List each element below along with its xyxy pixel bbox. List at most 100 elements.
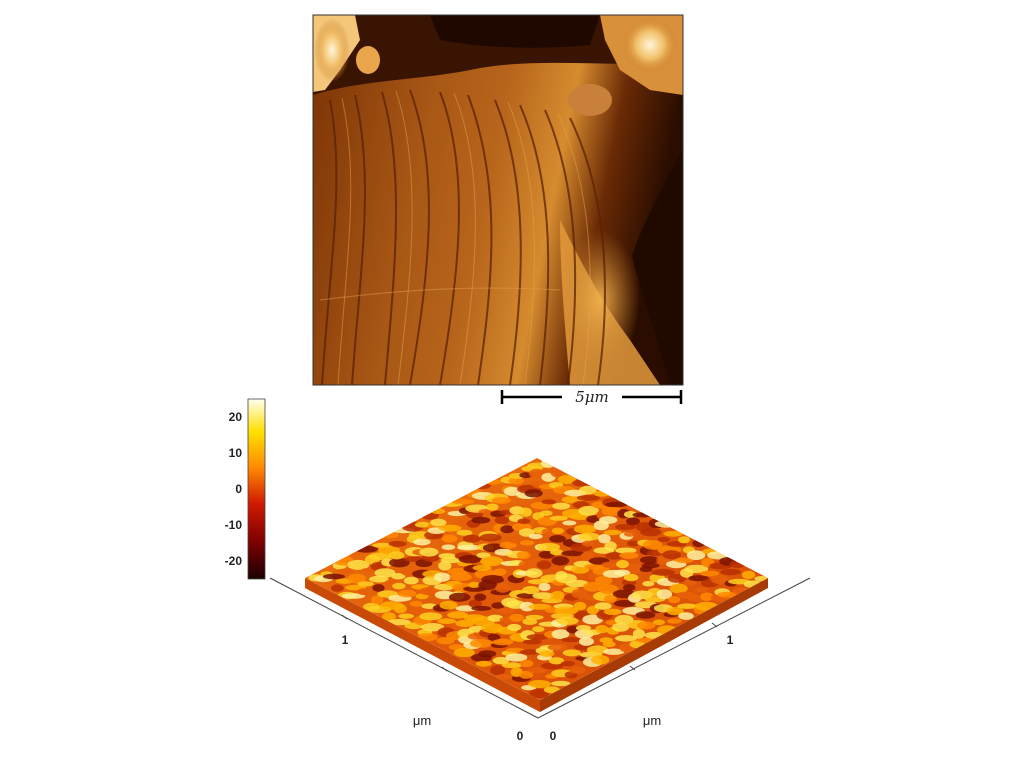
surface-bump <box>503 486 521 496</box>
surface-bump <box>501 662 522 669</box>
surface-bump <box>441 544 456 550</box>
surface-bump <box>456 529 473 536</box>
surface-bump <box>615 547 637 554</box>
surface-bump <box>615 523 636 531</box>
surface-bump <box>640 528 662 537</box>
surface-bump <box>478 650 497 658</box>
surface-bump <box>519 659 534 668</box>
surface-bump <box>605 501 628 508</box>
surface-bump <box>398 613 415 619</box>
surface-bump <box>666 607 684 616</box>
surface-bump <box>575 625 592 631</box>
surface-bump <box>492 638 514 646</box>
surface-bump <box>372 584 385 592</box>
colorbar: 20 10 0 -10 -20 <box>225 398 266 580</box>
surface-bump <box>692 539 706 548</box>
surface-bump <box>397 589 417 598</box>
surface-bump <box>552 502 571 510</box>
surface-bump <box>492 656 510 665</box>
surface-bump <box>551 680 571 687</box>
surface-bump <box>387 619 411 626</box>
surface-bump <box>490 665 506 676</box>
surface-bump <box>627 540 640 547</box>
surface-bump <box>604 594 617 604</box>
surface-bump <box>686 550 706 560</box>
surface-bump <box>462 534 481 543</box>
surface-bump <box>525 568 543 578</box>
surface-bump <box>388 540 407 547</box>
left-axis-tick-0: 0 <box>517 729 524 743</box>
surface-bump <box>430 508 446 514</box>
surface-bump <box>479 533 502 542</box>
surface-bump <box>603 529 622 536</box>
surface-bump <box>526 634 549 640</box>
surface-bump <box>619 552 639 559</box>
surface-bump <box>374 568 396 578</box>
right-axis-tick-1: 1 <box>727 633 734 647</box>
surface-bump <box>615 635 637 642</box>
surface-bump <box>528 468 545 479</box>
surface-bump <box>594 490 610 497</box>
colorbar-tick-label: 0 <box>235 482 242 496</box>
surface-bump <box>594 602 612 610</box>
left-axis-unit: μm <box>413 713 431 728</box>
surface-bump <box>569 666 586 674</box>
surface-bump <box>654 520 679 528</box>
surface-bump <box>455 619 475 628</box>
surface-bump <box>700 570 720 577</box>
surface-bump <box>537 542 560 552</box>
surface-bump <box>627 563 643 574</box>
surface-bump <box>678 536 690 544</box>
surface-bump <box>572 479 596 487</box>
surface-bump <box>656 589 673 600</box>
surface-bump <box>540 510 553 516</box>
surface-bump <box>455 519 469 527</box>
surface-bump <box>471 516 491 524</box>
surface-bump <box>583 581 603 592</box>
surface-bump <box>562 649 581 657</box>
surface-bump <box>632 512 653 518</box>
surface-bump <box>683 579 697 586</box>
surface-bump <box>684 564 709 574</box>
surface-bump <box>547 643 568 651</box>
surface-bump <box>668 596 681 604</box>
surface-bump <box>616 560 629 569</box>
surface-bump <box>586 645 609 655</box>
surface-bump <box>487 633 501 641</box>
surface-bump <box>495 583 511 593</box>
surface-bump <box>581 540 594 547</box>
surface-bump <box>578 637 594 646</box>
surface-bump <box>471 605 492 611</box>
surface-bump <box>717 591 739 598</box>
surface-bump <box>357 581 374 587</box>
surface-bump <box>439 600 458 610</box>
surface-bump <box>700 592 714 601</box>
surface-bump <box>481 575 505 584</box>
surface-bump <box>505 653 528 662</box>
surface-bump <box>495 674 513 680</box>
surface-bump <box>528 533 543 540</box>
surface-bump <box>641 562 660 569</box>
surface-bump <box>626 517 640 526</box>
surface-bump <box>550 590 565 601</box>
surface-bump <box>392 582 406 590</box>
surface-bump <box>368 552 392 560</box>
surface-bump <box>573 524 597 534</box>
surface-bump <box>663 530 683 537</box>
surface-bump <box>419 587 440 596</box>
surface-bump <box>536 560 552 570</box>
surface-bump <box>528 680 551 688</box>
surface-bump <box>480 556 504 567</box>
surface-bump <box>635 611 656 619</box>
surface-bump <box>507 623 522 631</box>
surface-bump <box>440 557 463 564</box>
surface-bump <box>468 581 481 589</box>
surface-bump <box>524 489 543 498</box>
surface-bump <box>539 650 555 657</box>
surface-bump <box>382 612 396 621</box>
surface-bump <box>710 574 730 585</box>
surface-bump <box>529 688 550 699</box>
surface-bump <box>522 586 540 595</box>
surface-bump <box>602 641 616 648</box>
surface-bump <box>576 495 601 501</box>
